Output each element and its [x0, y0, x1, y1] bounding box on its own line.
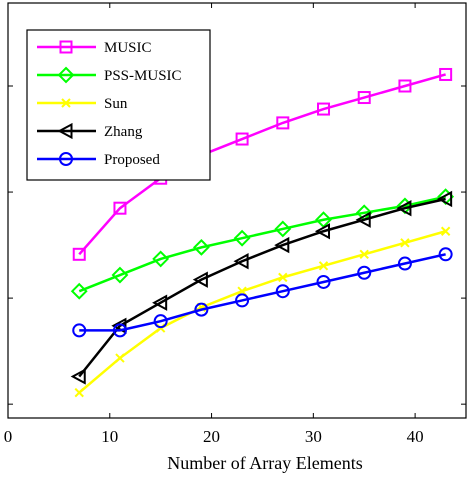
data-point-zhang	[233, 253, 249, 270]
data-point-proposed	[357, 265, 372, 280]
series-zhang	[70, 190, 453, 385]
legend-marker-sun	[61, 98, 71, 108]
legend-label-sun: Sun	[104, 96, 128, 112]
data-point-zhang	[111, 317, 127, 334]
x-tick-label: 10	[101, 427, 118, 446]
data-point-zhang	[152, 294, 168, 311]
data-point-sun	[440, 226, 451, 236]
x-axis-title: Number of Array Elements	[167, 453, 362, 473]
data-point-sun	[278, 272, 288, 283]
data-point-zhang	[396, 200, 412, 217]
ticks-layer: 0 10 20 30 40	[4, 3, 466, 446]
legend-label-pss-music: PSS-MUSIC	[104, 68, 182, 84]
data-point-proposed	[153, 314, 168, 329]
data-point-music	[357, 91, 371, 105]
series-line-zhang	[78, 197, 446, 378]
data-point-sun	[74, 387, 84, 398]
data-point-music	[398, 79, 412, 93]
data-point-sun	[359, 249, 369, 260]
data-point-zhang	[192, 271, 208, 288]
data-point-pss-music	[233, 229, 251, 247]
data-point-proposed	[112, 323, 127, 338]
legend-box	[26, 29, 211, 181]
series-line-music	[78, 73, 446, 256]
data-point-sun	[318, 261, 329, 271]
series-proposed	[72, 247, 453, 338]
data-point-pss-music	[70, 282, 88, 300]
series-sun	[74, 226, 451, 398]
plot-area-border	[7, 2, 467, 419]
data-point-proposed	[438, 247, 453, 262]
data-point-sun	[237, 286, 247, 296]
data-point-pss-music	[274, 220, 292, 238]
data-point-music	[439, 67, 453, 81]
data-point-pss-music	[192, 238, 210, 256]
plot-frame	[7, 2, 467, 419]
data-point-zhang	[274, 236, 290, 254]
series-line-proposed	[79, 253, 446, 332]
x-tick-label: 20	[203, 427, 220, 446]
data-point-proposed	[397, 256, 412, 271]
data-point-sun	[400, 238, 410, 248]
legend-marker-pss-music	[57, 66, 75, 84]
series-pss-music	[70, 188, 455, 300]
legend-label-proposed: Proposed	[104, 152, 160, 168]
data-point-proposed	[235, 293, 250, 308]
data-point-zhang	[70, 368, 86, 385]
legend-label-zhang: Zhang	[104, 124, 143, 140]
data-point-music	[72, 247, 86, 261]
data-point-zhang	[314, 223, 331, 240]
data-point-zhang	[437, 190, 453, 208]
data-point-music	[235, 132, 249, 146]
data-point-proposed	[72, 323, 87, 338]
data-point-music	[317, 102, 331, 116]
data-point-music	[276, 116, 290, 130]
legend-marker-proposed	[59, 152, 73, 166]
data-point-proposed	[275, 284, 290, 299]
data-point-pss-music	[152, 250, 170, 268]
series-line-pss-music	[78, 195, 446, 293]
x-tick-label: 0	[4, 427, 13, 446]
legend-marker-zhang	[57, 122, 73, 140]
legend: MUSIC PSS-MUSIC Sun Zhang Proposed	[26, 29, 211, 181]
data-point-proposed	[194, 302, 209, 317]
data-point-proposed	[316, 274, 331, 289]
data-point-zhang	[355, 211, 371, 228]
series-line-sun	[78, 230, 446, 394]
data-point-pss-music	[111, 266, 129, 284]
data-point-sun	[115, 353, 125, 363]
data-point-music	[113, 201, 127, 215]
x-tick-label: 40	[407, 427, 424, 446]
series-layer	[70, 67, 455, 398]
x-tick-label: 30	[305, 427, 322, 446]
legend-label-music: MUSIC	[104, 40, 152, 56]
legend-marker-music	[59, 40, 73, 54]
